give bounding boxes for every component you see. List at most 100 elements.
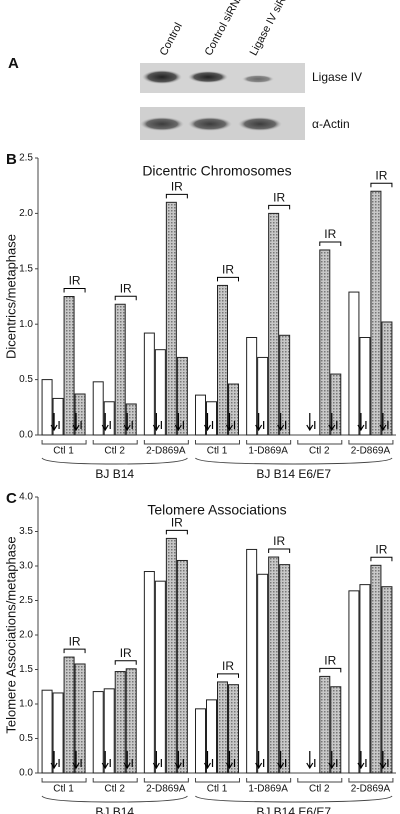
category-bracket [246,440,292,445]
x-tick-label: 2-D869A [146,784,186,795]
bracket [114,295,137,301]
band [188,117,232,131]
bracket [268,548,291,554]
bar [52,397,64,436]
bar [268,556,280,774]
lane-label: Control siRNA [203,0,247,58]
bar [217,681,228,774]
bracket-label: IR [120,281,132,295]
band [188,71,228,83]
bar [125,403,137,436]
y-tick-label: 3.5 [19,526,33,537]
bar [381,586,393,774]
arrow [50,751,60,770]
bar [228,383,239,436]
arrow [328,751,338,770]
arrow [101,751,111,770]
arrow [277,751,287,770]
y-tick-label: 1.0 [19,319,33,330]
y-tick-label: 0.5 [19,733,33,744]
group-bracket [195,795,393,803]
bar [74,393,86,436]
x-tick-label: Ctl 1 [207,784,228,795]
y-tick-label: 0.5 [19,374,33,385]
panel-label: A [8,55,19,72]
y-tick-label: 4.0 [19,492,33,503]
bar [74,663,86,774]
arrow [306,413,316,432]
bracket-label: IR [222,659,234,673]
x-tick-label: Ctl 2 [104,446,125,457]
bar [176,356,188,436]
y-axis-label: Dicentrics/metaphase [3,234,18,359]
bracket-label: IR [375,542,387,556]
category-bracket [348,440,394,445]
band-label: Ligase IV [312,70,362,84]
arrow [379,751,389,770]
arrow [306,751,316,770]
bar [228,684,239,774]
y-tick-label: 1.0 [19,699,33,710]
panel-label: C [6,490,17,507]
bar [143,332,155,436]
bar [103,401,115,436]
x-tick-label: 2-D869A [146,446,186,457]
bar [154,580,166,774]
bar [359,584,371,774]
y-tick-label: 2.5 [19,595,33,606]
y-axis-label: Telomere Associations/metaphase [3,536,18,733]
bar [63,656,75,774]
arrow [225,413,236,432]
bar [268,212,280,436]
bracket [319,241,342,246]
arrow [174,751,184,770]
bar [246,336,258,436]
x-tick-label: Ctl 1 [53,446,74,457]
bracket [63,288,86,293]
arrow [72,751,82,770]
bracket-label: IR [69,634,81,648]
bar [330,686,342,774]
band [142,70,182,84]
bar [359,336,371,436]
panel-a: A Control Control siRNA Ligase IV siRNA … [8,0,362,140]
category-bracket [195,440,240,445]
bar [125,668,137,774]
chart-title: Dicentric Chromosomes [142,163,291,179]
category-bracket [348,778,394,783]
y-tick-label: 3.0 [19,561,33,572]
category-bracket [297,778,343,783]
category-bracket [92,778,138,783]
y-tick-label: 2.0 [19,208,33,219]
bar [92,691,104,774]
bar [319,675,331,774]
bracket [114,660,137,665]
bracket-label: IR [324,654,336,668]
bracket-label: IR [273,191,285,205]
arrow [152,413,162,432]
bar [114,671,126,774]
bar [176,559,188,774]
bar [246,548,258,774]
category-bracket [143,778,189,783]
bracket-label: IR [171,516,183,530]
bracket [319,667,342,673]
bracket-label: IR [273,534,285,548]
category-bracket [92,440,138,445]
category-bracket [143,440,189,445]
arrow [152,751,162,770]
group-bracket [41,795,188,803]
bracket [370,556,393,562]
bar [348,291,360,436]
group-label: BJ B14 E6/E7 [256,467,331,481]
y-tick-label: 2.5 [19,153,33,164]
group-bracket [41,457,188,465]
bracket [165,193,188,199]
bar [279,334,291,436]
group-label: BJ B14 [95,805,134,814]
y-tick-label: 0.0 [19,768,33,779]
y-tick-label: 2.0 [19,630,33,641]
bar [348,590,360,774]
arrow [379,413,389,432]
